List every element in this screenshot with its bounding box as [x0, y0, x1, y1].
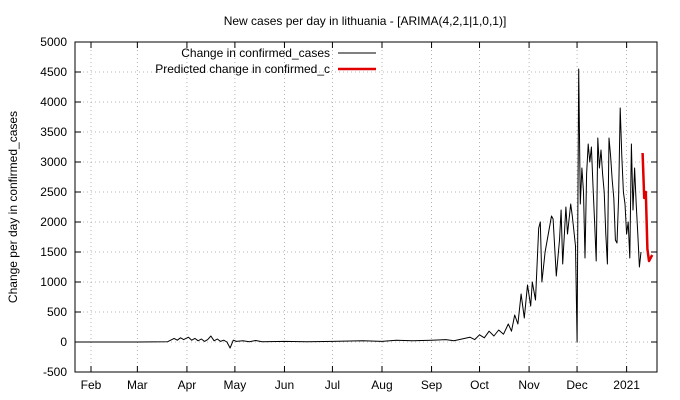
- legend: Change in confirmed_cases Predicted chan…: [155, 46, 376, 76]
- x-tick-label: Sep: [421, 378, 443, 392]
- x-tick-label: Nov: [518, 378, 539, 392]
- x-tick-label: Dec: [566, 378, 587, 392]
- series-lines: [75, 68, 654, 349]
- x-tick-label: 2021: [613, 378, 640, 392]
- y-tick-label: 3000: [40, 155, 67, 169]
- x-tick-label: Jun: [275, 378, 294, 392]
- y-tick-label: 3500: [40, 125, 67, 139]
- x-tick-label: Oct: [470, 378, 489, 392]
- y-tick-label: 1000: [40, 275, 67, 289]
- x-axis: Feb Mar Apr May Jun Jul Aug Sep Oct Nov Dec 2021: [81, 42, 640, 392]
- series-line-predicted: [641, 152, 654, 263]
- y-tick-label: 4500: [40, 65, 67, 79]
- y-axis: -500 0 500 1000 1500 2000 2500 3000 3500 4000 4500…: [40, 35, 657, 379]
- y-axis-title: Change per day in confirmed_cases: [6, 111, 20, 303]
- y-tick-label: -500: [43, 365, 67, 379]
- y-tick-label: 0: [60, 335, 67, 349]
- x-tick-label: Feb: [81, 378, 102, 392]
- y-tick-label: 4000: [40, 95, 67, 109]
- y-tick-label: 2500: [40, 185, 67, 199]
- grid-lines: [75, 42, 657, 372]
- x-tick-label: Jul: [325, 378, 340, 392]
- x-tick-label: Mar: [127, 378, 148, 392]
- x-tick-label: Aug: [371, 378, 392, 392]
- legend-label-predicted: Predicted change in confirmed_c: [155, 62, 330, 76]
- y-tick-label: 2000: [40, 215, 67, 229]
- y-tick-label: 500: [47, 305, 67, 319]
- y-tick-label: 5000: [40, 35, 67, 49]
- x-tick-label: May: [224, 378, 247, 392]
- y-tick-label: 1500: [40, 245, 67, 259]
- legend-label-observed: Change in confirmed_cases: [181, 46, 330, 60]
- plot-frame: [74, 41, 658, 373]
- series-line-observed: [75, 68, 642, 349]
- chart-title: New cases per day in lithuania - [ARIMA(…: [224, 14, 507, 28]
- x-tick-label: Apr: [178, 378, 197, 392]
